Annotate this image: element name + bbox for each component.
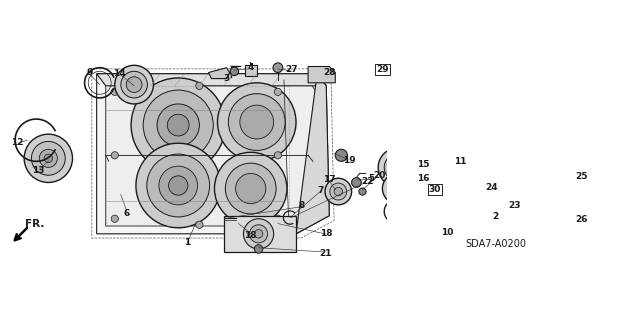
Polygon shape — [97, 74, 326, 86]
Circle shape — [325, 178, 351, 205]
Text: 16: 16 — [417, 174, 429, 183]
Text: 1: 1 — [184, 238, 191, 248]
Circle shape — [121, 71, 147, 98]
Text: 29: 29 — [376, 65, 388, 74]
Circle shape — [335, 149, 348, 161]
Polygon shape — [447, 210, 480, 225]
Text: 25: 25 — [575, 172, 588, 181]
Circle shape — [565, 207, 571, 213]
Circle shape — [131, 78, 225, 172]
Text: SDA7-A0200: SDA7-A0200 — [465, 239, 526, 249]
Bar — [441, 178, 468, 196]
Circle shape — [275, 152, 282, 159]
Text: 8: 8 — [299, 201, 305, 210]
Text: 21: 21 — [319, 249, 332, 258]
Circle shape — [236, 174, 266, 204]
Text: 19: 19 — [343, 156, 355, 165]
Circle shape — [359, 188, 366, 195]
Circle shape — [384, 154, 411, 181]
Text: 11: 11 — [454, 158, 467, 167]
Text: 23: 23 — [508, 201, 521, 210]
Circle shape — [275, 215, 282, 222]
Text: 14: 14 — [113, 69, 126, 78]
Circle shape — [147, 154, 210, 217]
Text: 4: 4 — [248, 63, 254, 72]
Circle shape — [449, 212, 459, 222]
Text: 15: 15 — [417, 160, 429, 169]
Circle shape — [115, 65, 154, 104]
Circle shape — [230, 67, 239, 76]
Circle shape — [196, 82, 203, 89]
Circle shape — [468, 164, 475, 171]
Circle shape — [111, 88, 118, 95]
Circle shape — [196, 221, 203, 228]
Circle shape — [334, 187, 342, 196]
Circle shape — [143, 90, 213, 160]
Circle shape — [240, 105, 274, 139]
Polygon shape — [97, 74, 329, 234]
Text: 3: 3 — [223, 74, 230, 83]
Circle shape — [273, 63, 283, 72]
Circle shape — [451, 187, 461, 197]
Polygon shape — [308, 66, 335, 83]
Circle shape — [136, 143, 221, 228]
Circle shape — [330, 183, 347, 200]
Text: 20: 20 — [373, 171, 385, 180]
Circle shape — [254, 230, 263, 238]
Text: 24: 24 — [485, 183, 497, 192]
Circle shape — [562, 180, 568, 186]
Circle shape — [351, 178, 361, 187]
Text: 18: 18 — [320, 229, 332, 238]
Circle shape — [378, 148, 417, 187]
Circle shape — [167, 114, 189, 136]
Text: 10: 10 — [441, 227, 453, 236]
Circle shape — [388, 179, 407, 198]
Circle shape — [31, 141, 65, 175]
Circle shape — [111, 215, 118, 222]
Circle shape — [275, 88, 282, 95]
Polygon shape — [296, 74, 329, 234]
Polygon shape — [483, 213, 516, 231]
Circle shape — [39, 149, 58, 167]
Text: 5: 5 — [368, 174, 374, 183]
Text: 17: 17 — [323, 175, 335, 184]
Circle shape — [44, 154, 52, 163]
Circle shape — [24, 134, 72, 182]
Text: 22: 22 — [361, 177, 374, 186]
Text: 9: 9 — [86, 68, 93, 77]
Text: 2: 2 — [492, 212, 499, 221]
Circle shape — [254, 245, 263, 253]
Circle shape — [243, 219, 274, 249]
Circle shape — [250, 225, 268, 243]
Circle shape — [218, 83, 296, 161]
Circle shape — [383, 174, 413, 204]
Circle shape — [111, 152, 118, 159]
Bar — [244, 65, 257, 76]
Text: 28: 28 — [323, 68, 335, 77]
Circle shape — [317, 70, 326, 80]
Text: FR.: FR. — [26, 219, 45, 229]
Text: 13: 13 — [32, 166, 44, 175]
Circle shape — [225, 163, 276, 214]
Polygon shape — [209, 68, 230, 78]
Text: 30: 30 — [429, 185, 441, 194]
Text: 27: 27 — [285, 65, 298, 74]
Circle shape — [214, 152, 287, 225]
Circle shape — [157, 104, 200, 146]
Circle shape — [390, 160, 404, 174]
Text: 12: 12 — [11, 137, 23, 146]
Polygon shape — [223, 216, 296, 252]
Text: 26: 26 — [575, 215, 588, 225]
Circle shape — [126, 77, 142, 93]
Polygon shape — [106, 80, 319, 226]
Text: 18: 18 — [244, 231, 257, 240]
Text: 7: 7 — [317, 186, 323, 195]
Circle shape — [168, 176, 188, 195]
Circle shape — [228, 94, 285, 151]
Circle shape — [159, 166, 198, 205]
Text: 6: 6 — [124, 209, 130, 219]
